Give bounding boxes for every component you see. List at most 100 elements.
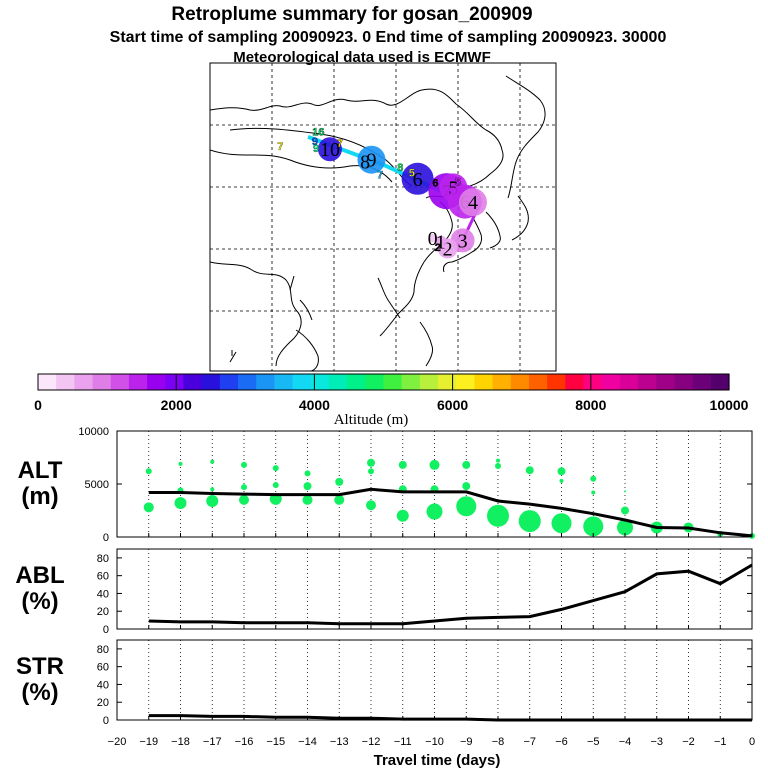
x-tick-label: −16 [235, 736, 254, 748]
map-gridlines [210, 63, 556, 371]
map-marker-label: 6 [432, 178, 438, 190]
altitude-scatter-point [462, 460, 471, 469]
cluster-label: 8 [360, 152, 370, 174]
colorbar-cell [128, 374, 148, 390]
altitude-scatter-point [591, 490, 596, 495]
altitude-scatter-point [518, 510, 541, 533]
series-line-str [148, 714, 752, 722]
x-tick-label: −20 [108, 736, 127, 748]
series-line-abl [148, 563, 753, 626]
altitude-scatter-point [143, 502, 154, 513]
altitude-scatter-point [239, 494, 249, 505]
altitude-scatter-point [583, 516, 604, 537]
panel-label: (m) [21, 483, 58, 510]
map-marker-label: 5 [455, 176, 461, 188]
colorbar-cell [638, 374, 657, 390]
colorbar-cell [583, 374, 603, 390]
y-tick-label: 60 [97, 662, 109, 674]
panel-alt: 0 5000 10000 ALT(m) [18, 426, 755, 544]
altitude-scatter-point [178, 461, 183, 466]
cluster-circle [317, 137, 342, 162]
cluster-label: 0 [428, 228, 438, 250]
colorbar-cell [274, 374, 294, 390]
altitude-scatter-point [241, 461, 247, 468]
panel-abl: 0 20 40 60 80 ABL(%) [15, 548, 753, 636]
map-marker-label: 9 [312, 136, 318, 148]
altitude-scatter-point [487, 504, 509, 527]
map-marker-label: 7 [337, 138, 343, 150]
colorbar-cell [147, 374, 166, 390]
figure-title: Retroplume summary for gosan_200909 [171, 4, 532, 25]
x-tick-label: −9 [460, 736, 473, 748]
y-tick-label: 60 [97, 571, 109, 583]
colorbar-cell [365, 374, 385, 390]
altitude-scatter-point [624, 490, 626, 493]
altitude-scatter-point [551, 513, 572, 534]
altitude-scatter-point [145, 468, 152, 475]
x-tick-label: −14 [298, 736, 317, 748]
cluster-circle [401, 162, 434, 195]
y-tick-label: 80 [97, 553, 109, 565]
colorbar-cell [619, 374, 639, 390]
cluster-label: 1 [436, 232, 446, 254]
x-tick-label: −8 [492, 736, 505, 748]
altitude-scatter-point [174, 497, 187, 510]
x-tick-label: −3 [650, 736, 663, 748]
altitude-scatter-point [210, 459, 215, 464]
map-marker-label: 16 [312, 126, 324, 138]
altitude-scatter-point [456, 496, 477, 517]
colorbar-cell [256, 374, 275, 390]
altitude-scatter-point [617, 519, 633, 536]
colorbar-cell [456, 374, 476, 390]
colorbar-cell [674, 374, 694, 390]
panel-label: (%) [21, 679, 58, 706]
colorbar-cell [656, 374, 676, 390]
x-tick-label: −6 [555, 736, 568, 748]
x-tick-label: −4 [619, 736, 632, 748]
cluster-label: 10 [320, 139, 340, 161]
trajectory-map: 1098675643210169977785652 [209, 62, 557, 372]
altitude-scatter-point [426, 503, 443, 520]
altitude-scatter-point [366, 500, 376, 511]
cluster-label: 4 [468, 192, 478, 214]
colorbar-cell [238, 374, 257, 390]
colorbar-tick-label: 10000 [710, 397, 749, 413]
met-data-source: Meteorological data used is ECMWF [233, 49, 491, 66]
altitude-scatter-point [272, 482, 279, 489]
map-marker-label: 5 [409, 168, 415, 180]
y-tick-label: 40 [97, 679, 109, 691]
y-tick-label: 80 [97, 644, 109, 656]
colorbar-cell [56, 374, 75, 390]
map-marker-label: 7 [377, 169, 383, 181]
panel-label: ALT [18, 457, 63, 484]
colorbar-cell [328, 374, 348, 390]
altitude-scatter-point [557, 467, 566, 476]
y-tick-label: 0 [103, 532, 109, 544]
y-tick-label: 0 [103, 624, 109, 636]
cluster-circle [428, 233, 437, 242]
colorbar-cell [183, 374, 203, 390]
map-marker-label: 7 [277, 141, 283, 153]
y-tick-label: 40 [97, 588, 109, 600]
colorbar-cell [528, 374, 548, 390]
map-marker-label: 9 [313, 143, 319, 155]
colorbar-tick-label: 8000 [575, 397, 606, 413]
altitude-scatter-point [302, 494, 313, 505]
colorbar-cell [438, 374, 457, 390]
colorbar-cell [383, 374, 403, 390]
colorbar-cell [310, 374, 330, 390]
altitude-scatter-point [429, 459, 440, 470]
altitude-scatter-point [462, 482, 471, 491]
cluster-circle [434, 235, 447, 248]
altitude-scatter-point [398, 460, 407, 469]
altitude-scatter-point [525, 466, 534, 475]
cluster-label: 2 [443, 238, 453, 260]
x-tick-label: −19 [139, 736, 158, 748]
x-tick-label: −11 [394, 736, 412, 748]
x-tick-label: −17 [203, 736, 222, 748]
panel-label: (%) [21, 588, 58, 615]
colorbar-cell [419, 374, 439, 390]
altitude-scatter-point [495, 462, 501, 469]
x-tick-label: −18 [171, 736, 190, 748]
